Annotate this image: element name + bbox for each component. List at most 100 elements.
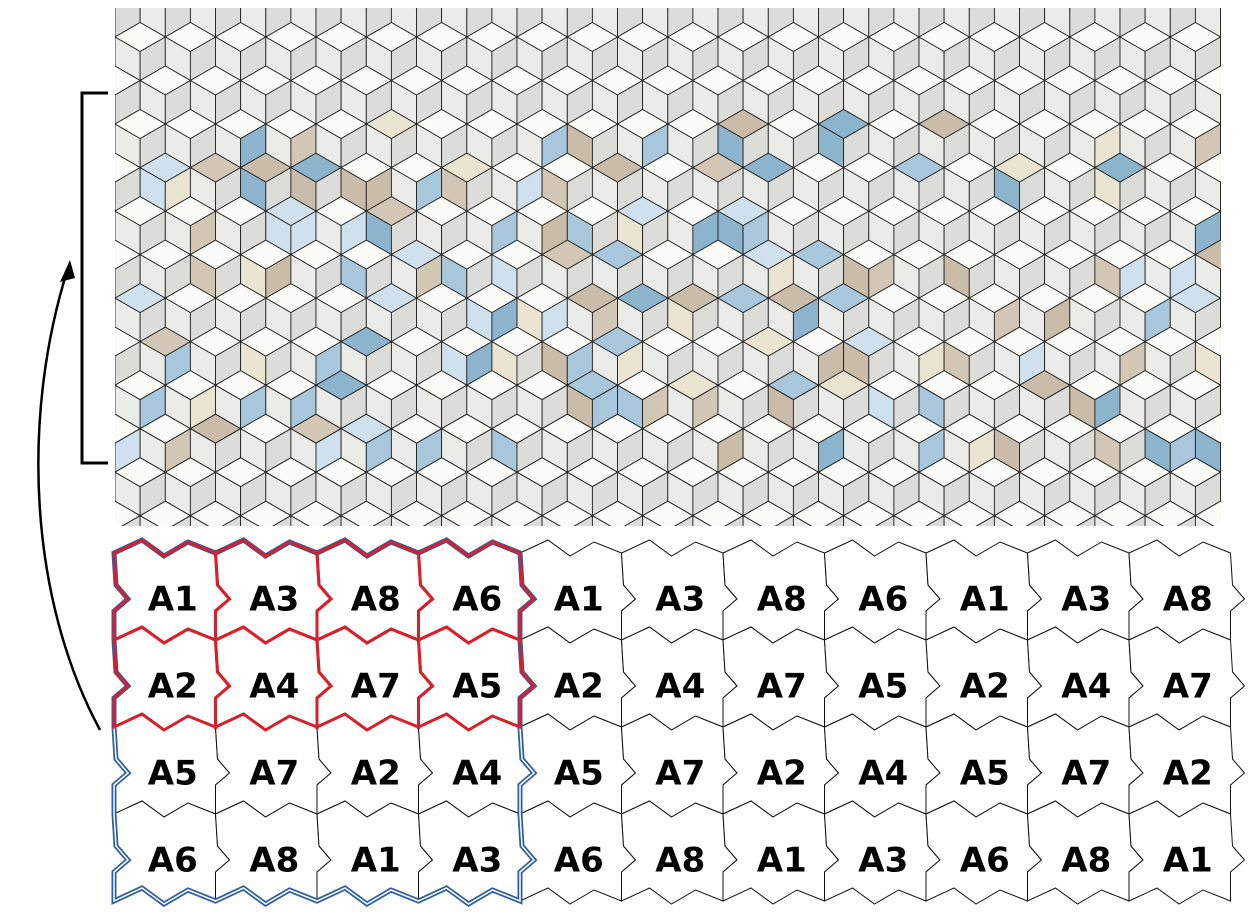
- tile-label: A4: [858, 754, 908, 794]
- rhombus: [115, 210, 116, 241]
- rhombus: [189, 514, 210, 526]
- rhombus: [1220, 210, 1221, 241]
- rhombus: [465, 8, 468, 9]
- tile-label: A4: [655, 667, 705, 707]
- rhombus: [566, 8, 569, 9]
- tile-label: A2: [554, 667, 604, 707]
- rhombus: [372, 514, 392, 526]
- rhombus: [65, 211, 90, 255]
- rhombus: [1169, 8, 1172, 9]
- rhombus: [365, 8, 368, 9]
- tile-label: A2: [351, 754, 401, 794]
- rhombus: [115, 210, 116, 212]
- rhombus: [65, 385, 90, 429]
- rhombus: [666, 8, 669, 9]
- rhombus: [115, 8, 116, 9]
- rhombus: [40, 81, 65, 125]
- tile-label: A5: [452, 667, 502, 707]
- tile-label: A5: [554, 754, 604, 794]
- rhombus: [264, 8, 267, 9]
- rhombus: [65, 559, 90, 603]
- rhombus: [115, 471, 116, 502]
- rhombus: [40, 429, 65, 473]
- tile-label: A1: [960, 580, 1010, 620]
- rhombus: [115, 94, 116, 125]
- rhombus: [1246, 327, 1252, 356]
- tile-label: A1: [351, 841, 401, 881]
- tile-label: A8: [351, 580, 401, 620]
- rhombus: [65, 429, 90, 473]
- rhombus: [1018, 8, 1021, 9]
- rhombus: [1246, 255, 1252, 299]
- rhombus: [65, 545, 115, 574]
- rhombus: [65, 516, 90, 560]
- tile-label: A1: [1163, 841, 1213, 881]
- rhombus: [1219, 123, 1221, 125]
- rhombus: [491, 514, 511, 526]
- rhombus: [1219, 384, 1221, 387]
- rhombus: [692, 514, 712, 526]
- rhombus: [90, 559, 115, 603]
- tile-label: A8: [1163, 580, 1213, 620]
- rhombus: [893, 514, 913, 526]
- bracket: [80, 91, 108, 465]
- rhombus: [1194, 514, 1215, 526]
- cube-tiling: [40, 0, 1252, 603]
- tile-outline-red: [416, 625, 537, 732]
- rhombus: [1219, 297, 1221, 299]
- rhombus: [1246, 501, 1252, 530]
- rhombus: [115, 384, 116, 386]
- rhombus: [1246, 240, 1252, 269]
- tile-label: A8: [757, 580, 807, 620]
- tile-label: A1: [757, 841, 807, 881]
- rhombus: [1068, 8, 1071, 9]
- rhombus: [65, 168, 90, 212]
- rhombus: [115, 442, 116, 473]
- rhombus: [724, 514, 744, 526]
- tile-label: A7: [757, 667, 807, 707]
- tile-label: A5: [960, 754, 1010, 794]
- rhombus: [616, 8, 619, 9]
- rhombus: [164, 8, 167, 9]
- rhombus: [1219, 8, 1221, 9]
- arrow: [37, 267, 102, 731]
- arrow-head: [60, 260, 75, 282]
- tile-label: A2: [757, 754, 807, 794]
- rhombus: [1246, 429, 1252, 473]
- rhombus: [1119, 8, 1121, 9]
- rhombus: [623, 514, 644, 526]
- rhombus: [1220, 94, 1221, 125]
- rhombus: [473, 514, 493, 526]
- rhombus: [40, 0, 90, 8]
- rhombus: [65, 342, 90, 386]
- rhombus: [1246, 211, 1252, 255]
- rhombus: [1219, 210, 1221, 212]
- rhombus: [115, 384, 116, 415]
- rhombus: [390, 514, 411, 526]
- rhombus: [1246, 124, 1252, 168]
- rhombus: [1076, 514, 1096, 526]
- rhombus: [1246, 414, 1252, 443]
- rhombus: [121, 514, 141, 526]
- rhombus: [1220, 36, 1221, 67]
- rhombus: [65, 37, 90, 81]
- rhombus: [1246, 472, 1252, 516]
- rhombus: [115, 297, 116, 299]
- rhombus: [290, 514, 310, 526]
- rhombus: [415, 8, 418, 9]
- rhombus: [115, 181, 116, 212]
- rhombus: [1220, 181, 1221, 212]
- rhombus: [1176, 514, 1196, 526]
- rhombus: [214, 8, 217, 9]
- rhombus: [441, 514, 461, 526]
- rhombus: [968, 8, 971, 9]
- tile-label: A6: [960, 841, 1010, 881]
- rhombus: [843, 514, 863, 526]
- rhombus: [40, 168, 65, 212]
- rhombus: [1126, 514, 1146, 526]
- tile-label: A8: [1061, 841, 1111, 881]
- rhombus: [115, 268, 116, 299]
- tile-label: A6: [858, 580, 908, 620]
- rhombus: [115, 36, 116, 67]
- tile-label: A1: [554, 580, 604, 620]
